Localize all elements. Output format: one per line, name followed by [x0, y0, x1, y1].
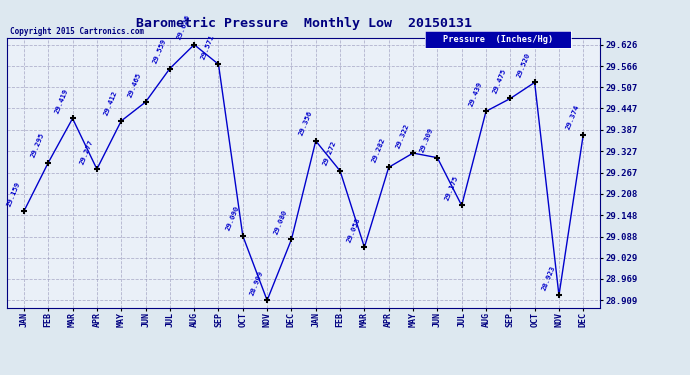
- Text: Copyright 2015 Cartronics.com: Copyright 2015 Cartronics.com: [10, 27, 144, 36]
- Text: 29.356: 29.356: [297, 110, 313, 137]
- Text: 29.520: 29.520: [516, 52, 532, 78]
- Text: 28.909: 28.909: [249, 270, 264, 296]
- Text: 28.923: 28.923: [541, 265, 556, 291]
- Text: 29.374: 29.374: [565, 104, 580, 130]
- Text: 29.175: 29.175: [444, 175, 459, 201]
- Text: 29.475: 29.475: [492, 68, 508, 94]
- Text: 29.626: 29.626: [176, 14, 191, 40]
- Text: 29.090: 29.090: [225, 205, 240, 232]
- Text: 29.559: 29.559: [152, 38, 167, 64]
- Text: 29.412: 29.412: [103, 90, 119, 117]
- Text: 29.282: 29.282: [371, 136, 386, 163]
- Text: 29.309: 29.309: [420, 127, 435, 153]
- Text: 29.439: 29.439: [468, 81, 483, 107]
- Text: 29.272: 29.272: [322, 140, 337, 167]
- Text: 29.419: 29.419: [55, 88, 70, 114]
- Text: 29.058: 29.058: [346, 216, 362, 243]
- Title: Barometric Pressure  Monthly Low  20150131: Barometric Pressure Monthly Low 20150131: [136, 16, 471, 30]
- Text: 29.159: 29.159: [6, 180, 21, 207]
- Text: 29.465: 29.465: [128, 71, 143, 98]
- Text: 29.295: 29.295: [30, 132, 46, 159]
- Text: 29.322: 29.322: [395, 122, 411, 149]
- Text: 29.080: 29.080: [273, 209, 288, 235]
- Text: 29.277: 29.277: [79, 138, 94, 165]
- Text: 29.571: 29.571: [200, 33, 216, 60]
